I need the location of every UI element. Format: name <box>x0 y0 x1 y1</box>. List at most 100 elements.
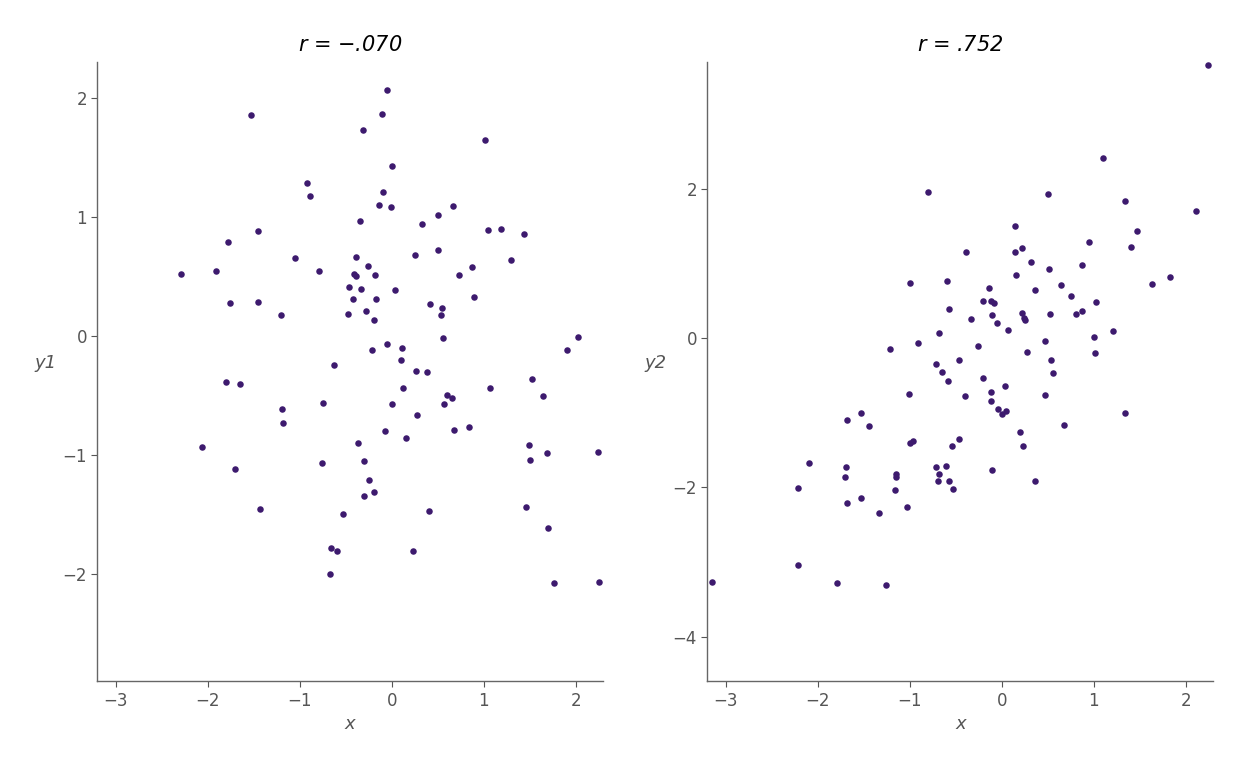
Point <box>886 468 906 481</box>
Point <box>366 293 386 305</box>
Point <box>1092 151 1112 164</box>
Point <box>1012 306 1032 319</box>
Point <box>800 457 820 469</box>
Point <box>985 297 1005 310</box>
Point <box>369 199 389 211</box>
Point <box>789 482 809 494</box>
Point <box>384 283 404 296</box>
Point <box>589 575 609 588</box>
Point <box>464 291 484 303</box>
Point <box>310 265 329 277</box>
Point <box>517 501 537 513</box>
Point <box>1021 256 1041 268</box>
Point <box>942 440 962 452</box>
Point <box>929 475 948 488</box>
Point <box>352 283 372 295</box>
Point <box>851 407 871 419</box>
Point <box>218 236 238 248</box>
Point <box>1043 366 1063 379</box>
Point <box>333 508 353 520</box>
Point <box>544 576 564 588</box>
Point <box>943 483 963 495</box>
Point <box>940 475 960 487</box>
Point <box>443 200 463 212</box>
Point <box>1025 284 1045 296</box>
Point <box>338 308 358 320</box>
Point <box>206 265 226 277</box>
Point <box>1186 204 1206 217</box>
Point <box>907 337 927 349</box>
Point <box>926 358 946 370</box>
Point <box>936 459 956 472</box>
Point <box>437 389 457 402</box>
Point <box>558 344 578 356</box>
Point <box>827 577 847 589</box>
Point <box>1016 313 1036 326</box>
Point <box>523 373 543 386</box>
Point <box>1061 290 1081 303</box>
Point <box>929 468 948 480</box>
Point <box>955 390 975 402</box>
Point <box>230 378 250 390</box>
Point <box>899 387 919 399</box>
X-axis label: x: x <box>344 715 356 733</box>
X-axis label: x: x <box>955 715 966 733</box>
Point <box>992 407 1012 419</box>
Point <box>982 464 1002 476</box>
Point <box>500 253 520 266</box>
Point <box>1013 440 1033 452</box>
Point <box>519 439 539 452</box>
Point <box>886 472 906 484</box>
Point <box>271 310 291 322</box>
Point <box>537 446 557 458</box>
Point <box>995 379 1015 392</box>
Point <box>381 201 401 214</box>
Point <box>1114 407 1134 419</box>
Point <box>225 463 245 475</box>
Point <box>364 485 384 498</box>
Point <box>1006 269 1026 281</box>
Point <box>897 502 917 514</box>
Point <box>241 109 261 121</box>
Point <box>533 390 553 402</box>
Point <box>407 409 427 422</box>
Point <box>787 559 807 571</box>
Point <box>312 457 332 469</box>
Point <box>338 281 358 293</box>
Point <box>851 492 871 504</box>
Point <box>988 402 1008 415</box>
Point <box>836 461 856 473</box>
Point <box>1038 263 1058 276</box>
Point <box>459 421 479 433</box>
Point <box>703 576 723 588</box>
Point <box>348 437 368 449</box>
Point <box>917 186 937 198</box>
Point <box>344 268 364 280</box>
Point <box>1142 278 1162 290</box>
Point <box>171 267 191 280</box>
Point <box>1087 296 1107 308</box>
Point <box>358 260 378 273</box>
Point <box>885 485 905 497</box>
Point <box>520 454 540 466</box>
Point <box>382 161 402 173</box>
Point <box>297 177 317 190</box>
Point <box>1066 308 1086 320</box>
Point <box>869 506 889 518</box>
Point <box>1078 236 1098 248</box>
Point <box>419 505 439 517</box>
Point <box>346 250 366 263</box>
Point <box>321 542 341 554</box>
Point <box>419 297 439 310</box>
Point <box>449 269 469 281</box>
Point <box>938 375 958 387</box>
Point <box>363 314 383 326</box>
Point <box>538 521 558 534</box>
Point <box>950 354 970 366</box>
Point <box>880 343 900 355</box>
Point <box>981 295 1001 307</box>
Point <box>973 295 993 307</box>
Point <box>1005 220 1025 233</box>
Point <box>366 270 386 282</box>
Point <box>981 386 1001 398</box>
